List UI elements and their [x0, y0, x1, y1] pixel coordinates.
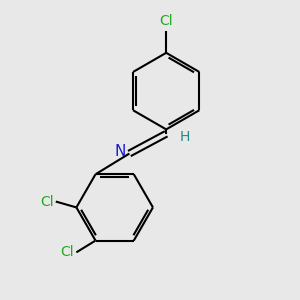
Text: Cl: Cl	[40, 194, 53, 208]
Text: H: H	[179, 130, 190, 144]
Text: Cl: Cl	[159, 14, 173, 28]
Text: N: N	[115, 144, 126, 159]
Text: Cl: Cl	[60, 245, 74, 259]
